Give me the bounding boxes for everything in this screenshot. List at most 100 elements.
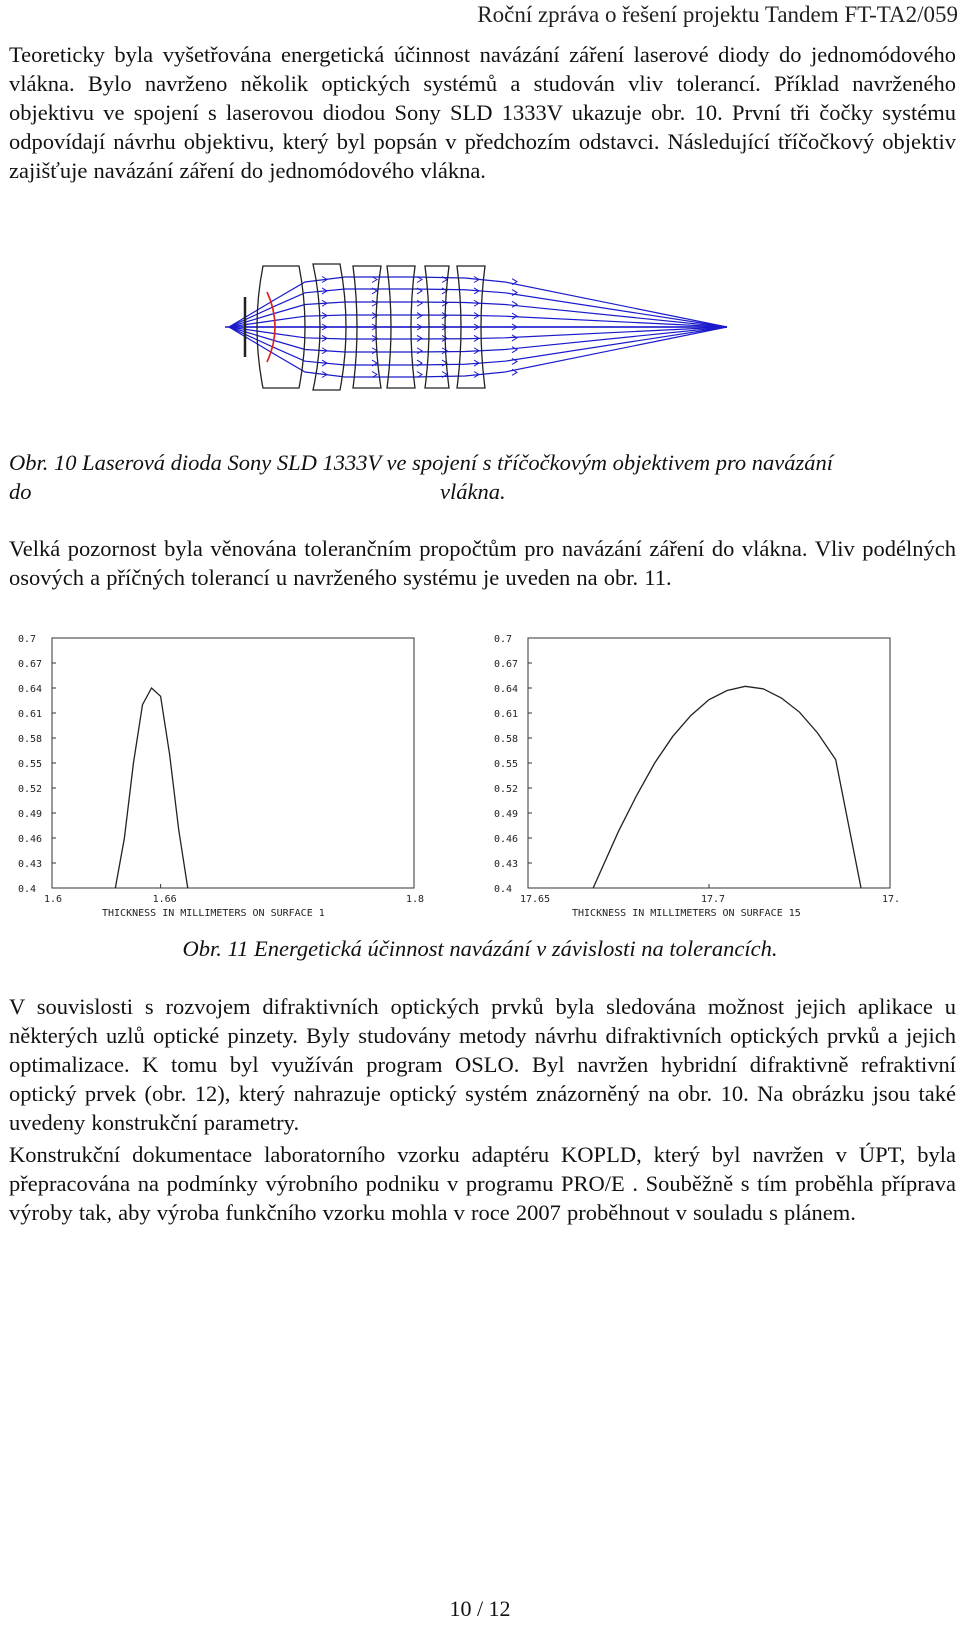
ray-arrow xyxy=(473,347,480,355)
paragraph-tolerances: Velká pozornost byla věnována toleranční… xyxy=(9,536,956,590)
ray-arrow xyxy=(321,276,328,283)
y-tick-label: 0.43 xyxy=(494,859,518,870)
efficiency-curve xyxy=(592,685,862,889)
ray-arrow xyxy=(473,334,480,342)
y-tick-label: 0.58 xyxy=(18,734,42,745)
ray-arrow xyxy=(371,287,378,295)
light-ray xyxy=(228,326,728,353)
figure-10-caption-line1: Obr. 10 Laserová dioda Sony SLD 1333V ve… xyxy=(9,450,834,475)
figure-11-chart-left: 0.7 0.67 0.64 0.61 0.58 0.55 0.52 0.49 0.46 0.43 0… xyxy=(18,634,424,919)
light-ray xyxy=(228,326,728,366)
y-tick-label: 0.49 xyxy=(18,809,42,820)
x-tick-label: 17.65 xyxy=(520,894,550,905)
ray-arrow xyxy=(511,334,518,342)
paragraph-diffractive: V souvislosti s rozvojem difraktivních o… xyxy=(9,994,956,1135)
figure-11-caption: Obr. 11 Energetická účinnost navázání v … xyxy=(182,936,778,961)
lens-element xyxy=(386,265,416,389)
y-tick-label: 0.4 xyxy=(18,884,36,895)
y-tick-label: 0.64 xyxy=(18,684,42,695)
y-tick-label: 0.52 xyxy=(494,784,518,795)
lens-element xyxy=(424,265,450,389)
x-tick-label: 17.7 xyxy=(701,894,725,905)
ray-arrow xyxy=(416,359,423,367)
y-tick-label: 0.43 xyxy=(18,859,42,870)
ray-arrow xyxy=(321,334,328,342)
efficiency-curve xyxy=(114,686,189,889)
light-ray xyxy=(228,326,728,340)
y-tick-label: 0.46 xyxy=(494,834,518,845)
ray-arrow xyxy=(416,287,423,295)
plot-frame xyxy=(51,637,415,889)
x-tick-label: 17.75 xyxy=(882,894,900,905)
y-tick-label: 0.52 xyxy=(18,784,42,795)
ray-arrow xyxy=(511,278,518,286)
ray-arrow xyxy=(511,346,518,354)
light-ray xyxy=(228,288,728,328)
y-tick-label: 0.61 xyxy=(18,709,42,720)
y-tick-label: 0.7 xyxy=(18,634,36,645)
ray-arrow xyxy=(473,287,480,295)
ray-arrow xyxy=(511,300,518,308)
chart-right-xlabel: THICKNESS IN MILLIMETERS ON SURFACE 15 xyxy=(572,908,801,919)
ray-arrow xyxy=(473,276,480,283)
ray-arrow xyxy=(473,312,480,320)
ray-arrow xyxy=(416,371,423,378)
y-tick-label: 0.64 xyxy=(494,684,518,695)
ray-arrow xyxy=(371,323,378,331)
ray-arrow xyxy=(371,312,378,320)
ray-arrow xyxy=(371,359,378,367)
y-tick-label: 0.49 xyxy=(494,809,518,820)
light-ray xyxy=(228,301,728,328)
y-tick-label: 0.4 xyxy=(494,884,512,895)
ray-arrow xyxy=(441,323,448,331)
ray-arrow xyxy=(473,299,480,307)
x-tick-label: 1.66 xyxy=(153,894,177,905)
ray-arrow xyxy=(511,368,518,376)
ray-arrow xyxy=(416,334,423,342)
lens-element xyxy=(256,265,306,389)
ray-arrow xyxy=(473,371,480,378)
running-header: Roční zpráva o řešení projektu Tandem FT… xyxy=(477,2,958,27)
y-tick-label: 0.55 xyxy=(18,759,42,770)
figure-11-chart-right: 0.7 0.67 0.64 0.61 0.58 0.55 0.52 0.49 0.46 0.43 0… xyxy=(494,634,900,919)
ray-arrow xyxy=(321,312,328,320)
figure-10-caption-line2-start: do xyxy=(9,479,32,504)
ray-arrow xyxy=(321,347,328,355)
ray-arrow xyxy=(371,334,378,342)
lens-element xyxy=(312,263,347,391)
y-tick-label: 0.7 xyxy=(494,634,512,645)
y-tick-label: 0.67 xyxy=(18,659,42,670)
ray-arrow xyxy=(371,276,378,283)
ray-arrow xyxy=(416,323,423,331)
y-tick-label: 0.58 xyxy=(494,734,518,745)
y-tick-label: 0.61 xyxy=(494,709,518,720)
ray-arrow xyxy=(441,299,448,307)
ray-arrow xyxy=(416,299,423,307)
ray-arrow xyxy=(321,371,328,378)
ray-arrow xyxy=(511,323,518,331)
ray-arrow xyxy=(473,323,480,331)
figure-10-ray-diagram xyxy=(225,263,728,391)
ray-arrow xyxy=(416,347,423,355)
ray-arrow xyxy=(321,287,328,295)
ray-arrow xyxy=(416,276,423,283)
ray-arrow xyxy=(321,359,328,367)
chart-left-xlabel: THICKNESS IN MILLIMETERS ON SURFACE 1 xyxy=(102,908,325,919)
ray-arrow xyxy=(441,334,448,342)
light-ray xyxy=(228,314,728,328)
lens-element xyxy=(352,265,382,389)
x-tick-label: 1.8 xyxy=(406,894,424,905)
wavefront-arc xyxy=(266,291,276,363)
ray-arrow xyxy=(416,312,423,320)
ray-arrow xyxy=(511,358,518,365)
lens-element xyxy=(456,265,486,389)
x-tick-label: 1.6 xyxy=(44,894,62,905)
ray-arrow xyxy=(441,312,448,320)
page-number: 10 / 12 xyxy=(449,1596,511,1621)
figure-10-caption-line2-end: vlákna. xyxy=(440,479,506,504)
ray-arrow xyxy=(441,347,448,355)
ray-arrow xyxy=(371,371,378,378)
ray-arrow xyxy=(321,299,328,307)
paragraph-intro: Teoreticky byla vyšetřována energetická … xyxy=(9,42,956,183)
y-tick-label: 0.55 xyxy=(494,759,518,770)
